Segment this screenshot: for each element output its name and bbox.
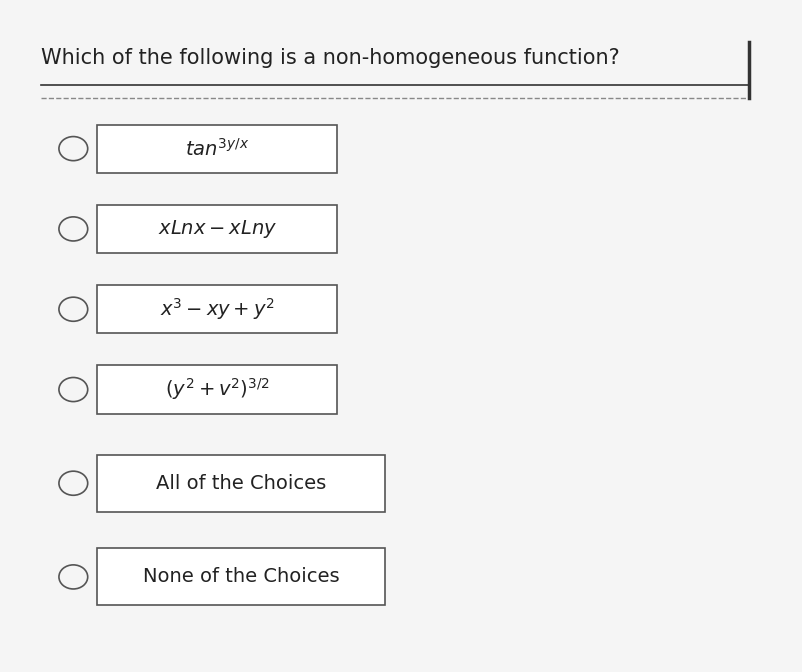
Text: None of the Choices: None of the Choices xyxy=(143,567,339,587)
Text: $xLnx - xLny$: $xLnx - xLny$ xyxy=(157,218,277,240)
Text: All of the Choices: All of the Choices xyxy=(156,474,326,493)
Text: $x^3 - xy + y^2$: $x^3 - xy + y^2$ xyxy=(160,296,274,322)
FancyBboxPatch shape xyxy=(97,548,385,605)
FancyBboxPatch shape xyxy=(97,366,337,414)
Circle shape xyxy=(59,217,87,241)
Text: $tan^{3y/x}$: $tan^{3y/x}$ xyxy=(185,138,249,159)
Text: $(y^2 + v^2)^{3/2}$: $(y^2 + v^2)^{3/2}$ xyxy=(165,376,269,403)
Circle shape xyxy=(59,136,87,161)
Circle shape xyxy=(59,378,87,402)
Circle shape xyxy=(59,297,87,321)
FancyBboxPatch shape xyxy=(97,205,337,253)
Circle shape xyxy=(59,471,87,495)
FancyBboxPatch shape xyxy=(97,455,385,511)
Circle shape xyxy=(59,565,87,589)
Text: Which of the following is a non-homogeneous function?: Which of the following is a non-homogene… xyxy=(42,48,620,69)
FancyBboxPatch shape xyxy=(97,285,337,333)
FancyBboxPatch shape xyxy=(97,124,337,173)
